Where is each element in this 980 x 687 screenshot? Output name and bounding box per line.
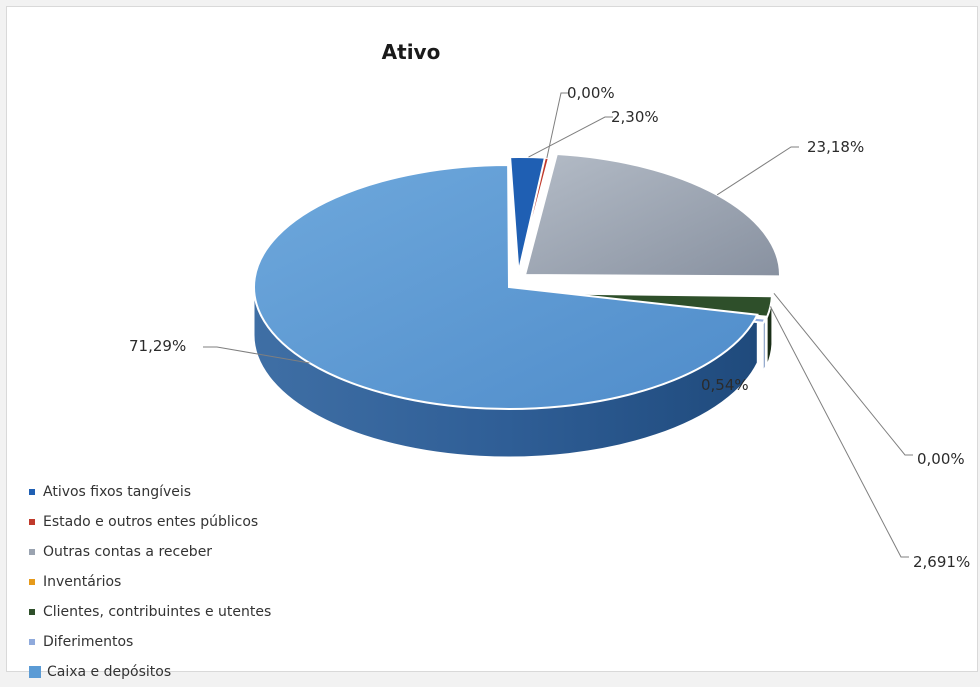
pie-slice-2 xyxy=(525,154,780,276)
data-label-5: 0,54% xyxy=(701,376,749,394)
pie-slice-side-5 xyxy=(763,319,765,371)
data-label-1: 0,00% xyxy=(567,84,615,102)
legend-label: Clientes, contribuintes e utentes xyxy=(43,604,271,620)
legend-item: Clientes, contribuintes e utentes xyxy=(29,597,271,627)
legend-swatch xyxy=(29,549,35,555)
legend-swatch xyxy=(29,639,35,645)
legend-item: Outras contas a receber xyxy=(29,537,271,567)
leader-line-0 xyxy=(529,117,613,157)
data-label-4: 2,691% xyxy=(913,553,970,571)
legend-label: Inventários xyxy=(43,574,121,590)
legend-label: Outras contas a receber xyxy=(43,544,212,560)
chart-title: Ativo xyxy=(382,40,441,64)
legend-item: Estado e outros entes públicos xyxy=(29,507,271,537)
legend-swatch xyxy=(29,489,35,495)
legend-swatch xyxy=(29,666,41,678)
data-label-3: 0,00% xyxy=(917,450,965,468)
leader-line-2 xyxy=(717,147,799,195)
data-label-2: 23,18% xyxy=(807,138,864,156)
legend-label: Estado e outros entes públicos xyxy=(43,514,258,530)
legend-item: Ativos fixos tangíveis xyxy=(29,477,271,507)
leader-line-4 xyxy=(770,307,909,557)
legend-label: Diferimentos xyxy=(43,634,133,650)
legend-label: Caixa e depósitos xyxy=(47,664,171,680)
legend-swatch xyxy=(29,519,35,525)
legend-item: Caixa e depósitos xyxy=(29,657,271,687)
chart-area: Ativo 2,30% 0,00% 23,18% 0,00% 2,691% 0,54% 71… xyxy=(6,6,978,672)
leader-line-1 xyxy=(547,93,569,158)
data-label-0: 2,30% xyxy=(611,108,659,126)
legend-item: Inventários xyxy=(29,567,271,597)
legend: Ativos fixos tangíveis Estado e outros en… xyxy=(29,477,271,687)
data-label-6: 71,29% xyxy=(129,337,186,355)
leader-line-3 xyxy=(774,293,913,455)
legend-item: Diferimentos xyxy=(29,627,271,657)
legend-swatch xyxy=(29,609,35,615)
legend-label: Ativos fixos tangíveis xyxy=(43,484,191,500)
legend-swatch xyxy=(29,579,35,585)
